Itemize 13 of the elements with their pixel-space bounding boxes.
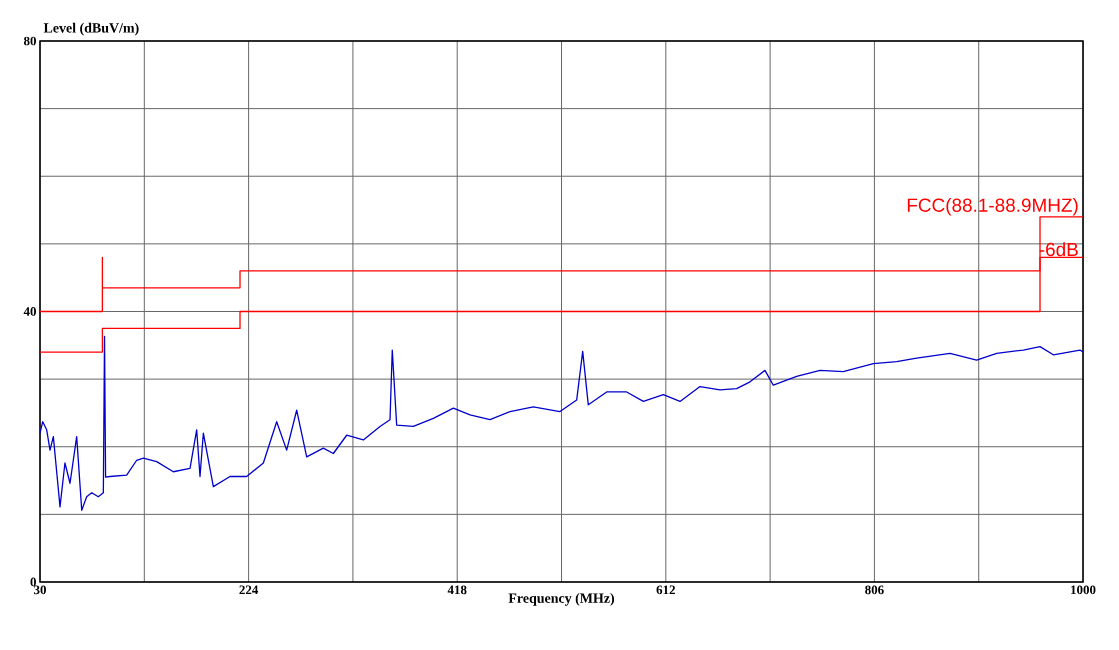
y-tick-label: 40 — [23, 307, 36, 316]
line-series — [39, 335, 1084, 511]
y-axis-title: Level (dBuV/m) — [43, 22, 139, 36]
x-tick-label: 30 — [34, 585, 46, 595]
x-tick-label: 806 — [865, 585, 884, 595]
x-axis-title: Frequency (MHz) — [508, 593, 615, 606]
x-tick-label: 418 — [447, 585, 467, 595]
series-label: FCC(88.1-88.9MHZ) — [907, 197, 1078, 216]
x-tick-label: 612 — [656, 585, 675, 595]
y-tick-label: 0 — [30, 577, 36, 587]
x-tick-label: 224 — [239, 585, 259, 595]
x-tick-label: 1000 — [1071, 585, 1096, 595]
y-tick-label: 80 — [23, 36, 36, 46]
